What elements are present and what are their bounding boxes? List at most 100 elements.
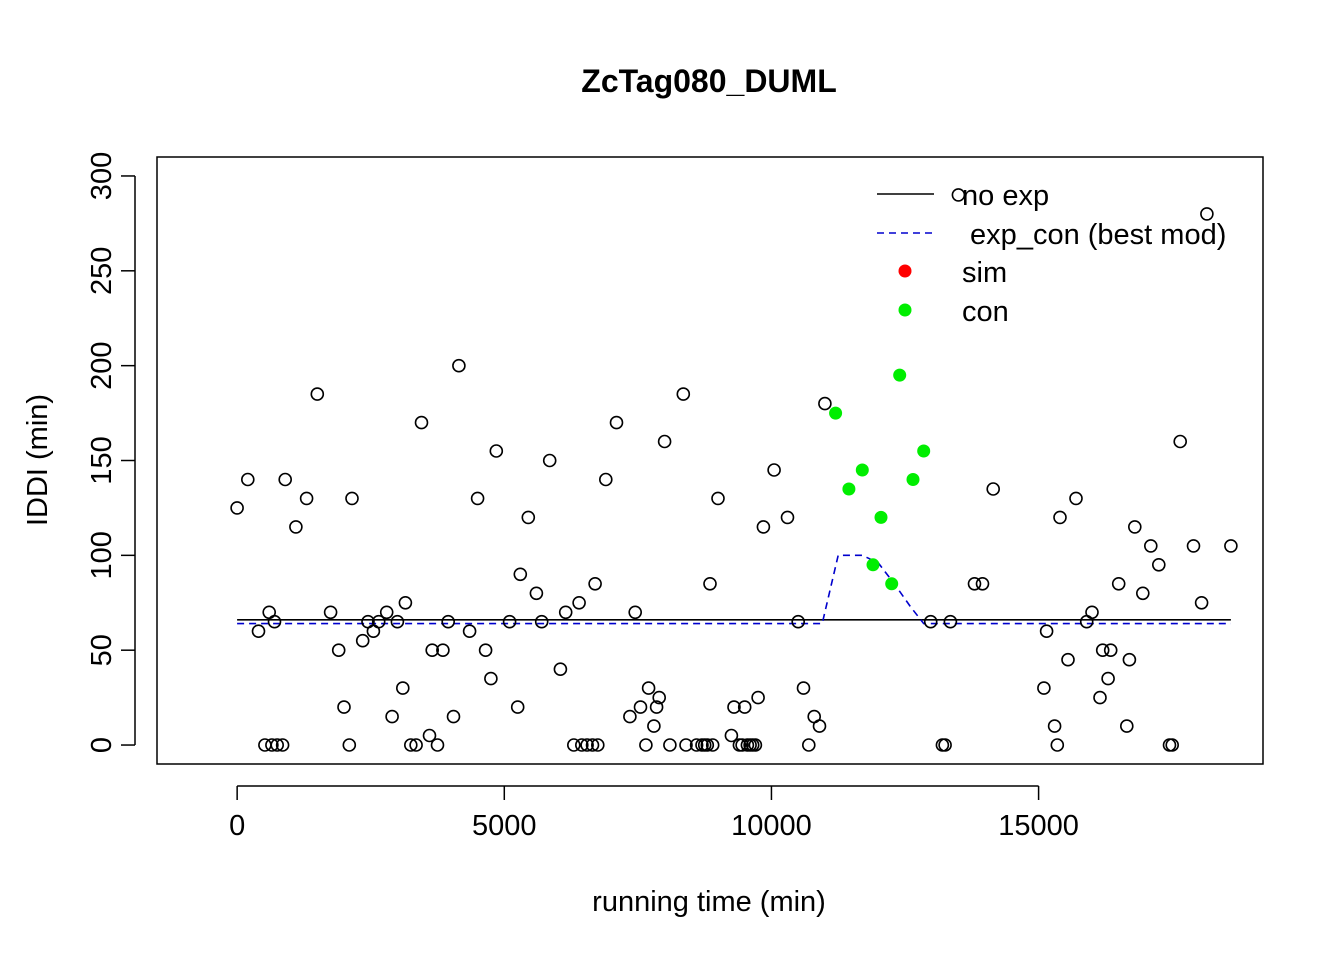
data-point	[657, 434, 672, 449]
data-point	[967, 576, 982, 591]
data-point	[1069, 491, 1083, 506]
data-point	[1085, 605, 1099, 620]
data-point	[278, 472, 293, 487]
data-point	[628, 605, 643, 620]
data-point	[395, 681, 410, 695]
con-point	[855, 463, 869, 477]
data-point	[1111, 576, 1126, 591]
data-point	[1093, 690, 1107, 705]
data-point	[724, 728, 739, 743]
con-point	[829, 406, 843, 420]
x-tick-label: 10000	[731, 810, 812, 842]
y-axis-label: IDDI (min)	[22, 394, 54, 526]
data-point	[558, 605, 573, 620]
plot-marks	[230, 188, 1238, 752]
data-point	[462, 624, 477, 639]
data-point	[529, 586, 544, 601]
legend: no exp exp_con (best mod) sim con	[877, 180, 1226, 328]
data-point	[275, 738, 290, 752]
legend-con-symbol	[898, 303, 912, 317]
data-point	[737, 700, 752, 714]
data-point	[390, 614, 405, 629]
data-point	[1095, 643, 1110, 658]
y-axis: 0 50 100 150 200 250 300	[86, 152, 136, 753]
data-point	[452, 358, 466, 373]
data-point	[609, 415, 624, 430]
data-point	[703, 576, 717, 591]
data-point	[679, 738, 693, 752]
chart-title: ZcTag080_DUML	[581, 63, 836, 99]
data-point	[299, 491, 314, 506]
data-point	[425, 643, 440, 658]
data-point	[1037, 681, 1051, 695]
x-axis: 0 5000 10000 15000	[229, 785, 1079, 842]
data-point	[230, 501, 244, 515]
data-point	[767, 463, 781, 477]
con-point	[874, 510, 888, 524]
data-point	[623, 709, 637, 724]
legend-label: no exp	[962, 180, 1049, 212]
data-point	[818, 396, 832, 411]
data-point	[1173, 434, 1187, 449]
data-point	[398, 595, 413, 610]
data-point	[385, 709, 399, 724]
data-point	[241, 472, 255, 487]
data-point	[923, 614, 938, 629]
data-point	[414, 415, 429, 430]
data-point	[1200, 207, 1214, 221]
data-point	[355, 633, 370, 648]
data-point	[652, 690, 667, 705]
con-point	[842, 482, 856, 496]
y-tick-label: 0	[86, 737, 118, 753]
con-point	[866, 558, 880, 572]
data-point	[588, 576, 602, 591]
data-point	[756, 520, 771, 534]
con-point	[906, 473, 920, 486]
data-point	[1061, 652, 1075, 667]
plot-frame	[156, 156, 1264, 765]
data-point	[1144, 539, 1158, 553]
x-tick-label: 15000	[998, 810, 1079, 842]
data-point	[1050, 738, 1065, 752]
data-point	[986, 482, 1001, 496]
data-point	[270, 738, 285, 752]
data-point	[796, 681, 811, 695]
data-point	[422, 728, 437, 743]
data-point	[649, 700, 664, 714]
data-point	[436, 643, 450, 658]
data-point	[1162, 738, 1177, 752]
data-point	[289, 520, 303, 534]
data-point	[510, 700, 525, 714]
data-point	[975, 576, 990, 591]
data-point	[342, 738, 357, 752]
data-point	[371, 614, 386, 629]
data-point	[711, 491, 725, 506]
data-point	[705, 738, 720, 752]
data-point	[938, 738, 952, 752]
y-tick-label: 300	[86, 152, 118, 200]
data-point	[1152, 557, 1166, 572]
x-axis-label: running time (min)	[592, 886, 826, 918]
data-point	[590, 738, 605, 752]
data-point	[267, 614, 282, 629]
data-point	[409, 738, 423, 752]
data-point	[780, 510, 795, 525]
data-point	[572, 595, 586, 610]
data-point	[265, 738, 279, 752]
data-point	[1103, 643, 1118, 658]
data-point	[430, 738, 445, 752]
data-point	[258, 738, 272, 752]
data-point	[663, 738, 677, 752]
data-point	[1122, 652, 1137, 667]
data-point	[337, 700, 351, 714]
data-point	[1224, 539, 1238, 553]
data-point	[478, 643, 493, 658]
data-point	[735, 738, 749, 752]
y-tick-label: 250	[86, 247, 118, 295]
data-point	[801, 738, 816, 752]
data-point	[484, 671, 498, 686]
data-point	[935, 738, 950, 752]
data-point	[727, 700, 741, 714]
data-point	[1186, 539, 1201, 553]
data-point	[812, 719, 827, 733]
